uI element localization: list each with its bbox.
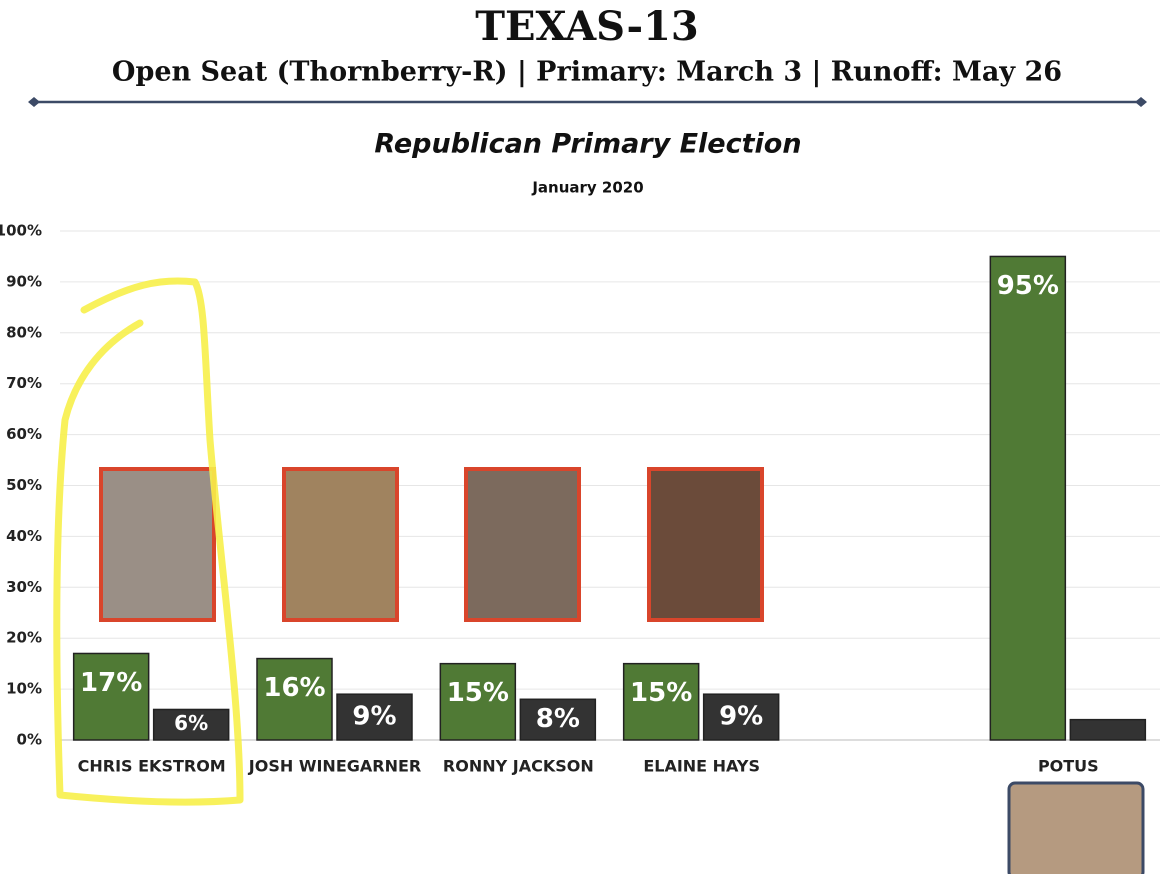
y-tick-label: 40% (6, 527, 42, 545)
x-tick-label: CHRIS EKSTROM (78, 757, 226, 776)
x-tick-label: JOSH WINEGARNER (248, 757, 421, 776)
x-tick-label: POTUS (1038, 757, 1099, 776)
bar (72, 652, 150, 741)
bar (152, 708, 230, 741)
page-subtitle: Open Seat (Thornberry-R) | Primary: Marc… (112, 57, 1062, 88)
value-label: 9% (352, 702, 396, 732)
y-tick-label: 100% (0, 222, 42, 240)
bar (622, 662, 700, 741)
y-tick-label: 70% (6, 374, 42, 392)
y-tick-label: 30% (6, 578, 42, 596)
highlight-scribble (53, 277, 244, 806)
chart-title: Republican Primary Election (374, 129, 801, 160)
bar (519, 698, 597, 741)
page-title: TEXAS-13 (475, 3, 699, 50)
y-tick-label: 20% (6, 629, 42, 647)
value-label: 16% (263, 673, 325, 703)
value-label: 8% (536, 704, 580, 734)
bar (1069, 718, 1147, 741)
candidate-photo (464, 467, 581, 622)
y-tick-label: 90% (6, 272, 42, 290)
y-tick-label: 0% (17, 731, 42, 749)
bar (336, 693, 413, 741)
bar (439, 662, 517, 741)
x-tick-label: RONNY JACKSON (443, 757, 594, 776)
candidate-photo (282, 467, 399, 622)
candidate-photo (647, 467, 764, 622)
photos (99, 467, 1145, 874)
value-label: 17% (80, 668, 142, 698)
bar (256, 657, 333, 741)
y-tick-label: 50% (6, 476, 42, 494)
chart-date: January 2020 (531, 179, 643, 197)
y-tick-label: 80% (6, 323, 42, 341)
value-label: 95% (997, 271, 1059, 301)
value-label: 15% (447, 678, 509, 708)
bar (989, 255, 1067, 741)
candidate-photo (99, 467, 216, 622)
value-label: 15% (630, 678, 692, 708)
bar (702, 693, 780, 741)
y-tick-label: 10% (6, 680, 42, 698)
value-label: 9% (719, 702, 763, 732)
y-tick-label: 60% (6, 425, 42, 443)
x-tick-label: ELAINE HAYS (643, 757, 760, 776)
value-label: 6% (174, 711, 208, 735)
potus-photo (1007, 781, 1145, 874)
